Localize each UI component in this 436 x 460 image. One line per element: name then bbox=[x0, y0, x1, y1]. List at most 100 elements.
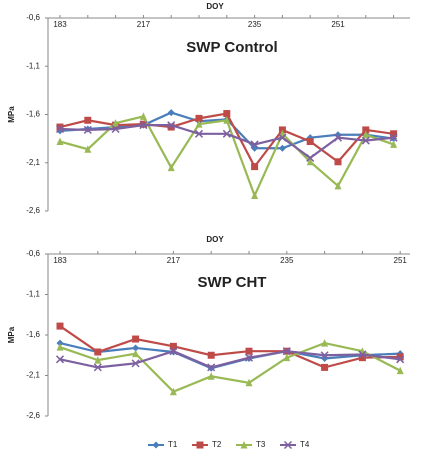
x-tick-label: 235 bbox=[248, 20, 262, 29]
marker bbox=[361, 136, 370, 145]
marker bbox=[390, 140, 398, 148]
marker bbox=[56, 339, 64, 347]
x-tick-label: 183 bbox=[53, 20, 67, 29]
marker bbox=[167, 109, 175, 117]
series bbox=[55, 347, 405, 372]
marker bbox=[167, 121, 176, 130]
series bbox=[55, 121, 398, 162]
marker bbox=[84, 116, 92, 124]
marker bbox=[207, 351, 215, 359]
marker bbox=[167, 123, 175, 131]
marker bbox=[278, 133, 287, 142]
y-tick-label: -0,6 bbox=[26, 249, 40, 258]
marker bbox=[362, 130, 370, 139]
x-tick-label: 217 bbox=[167, 256, 181, 265]
marker bbox=[283, 353, 291, 362]
marker bbox=[396, 366, 404, 375]
y-axis-label: MPa bbox=[7, 326, 16, 343]
marker bbox=[112, 119, 120, 127]
marker bbox=[56, 123, 64, 131]
marker bbox=[321, 363, 329, 371]
marker bbox=[321, 339, 329, 347]
marker bbox=[131, 359, 140, 368]
marker bbox=[250, 140, 259, 149]
x-tick-label: 217 bbox=[137, 20, 151, 29]
marker bbox=[55, 124, 65, 134]
y-tick-label: -1,1 bbox=[26, 290, 40, 299]
marker bbox=[223, 110, 231, 118]
marker bbox=[56, 322, 64, 330]
marker bbox=[222, 129, 231, 138]
marker bbox=[93, 363, 102, 372]
marker bbox=[306, 157, 314, 166]
marker bbox=[56, 343, 64, 351]
series-line bbox=[59, 124, 394, 160]
marker bbox=[389, 133, 398, 142]
marker bbox=[396, 353, 404, 361]
marker bbox=[278, 144, 286, 152]
y-tick-label: -2,1 bbox=[26, 371, 40, 380]
series-line bbox=[59, 350, 401, 369]
marker bbox=[283, 440, 293, 450]
marker bbox=[223, 116, 231, 124]
y-tick-label: -1,1 bbox=[26, 61, 40, 70]
chart-title: SWP CHT bbox=[198, 274, 267, 291]
marker bbox=[334, 181, 342, 190]
marker bbox=[132, 335, 140, 343]
marker bbox=[358, 350, 367, 359]
marker bbox=[245, 378, 253, 387]
legend-label: T4 bbox=[300, 440, 310, 449]
legend-label: T2 bbox=[212, 440, 222, 449]
marker bbox=[84, 145, 92, 153]
y-tick-label: -1,6 bbox=[26, 330, 40, 339]
y-axis-label: MPa bbox=[7, 106, 16, 123]
legend-label: T3 bbox=[256, 440, 266, 449]
marker bbox=[251, 191, 259, 200]
marker bbox=[132, 344, 140, 352]
marker bbox=[240, 441, 248, 449]
x-axis-label: DOY bbox=[206, 235, 224, 244]
y-tick-label: -2,6 bbox=[26, 411, 40, 420]
marker bbox=[306, 138, 314, 146]
x-tick-label: 251 bbox=[394, 256, 408, 265]
marker bbox=[282, 347, 291, 356]
marker bbox=[195, 120, 203, 128]
y-tick-label: -0,6 bbox=[26, 13, 40, 22]
marker bbox=[55, 355, 65, 364]
marker bbox=[195, 114, 203, 122]
marker bbox=[306, 153, 315, 162]
marker bbox=[334, 158, 342, 166]
x-tick-label: 183 bbox=[53, 256, 67, 265]
marker bbox=[196, 441, 204, 449]
marker bbox=[194, 129, 204, 138]
marker bbox=[169, 387, 177, 396]
series-line bbox=[59, 341, 401, 393]
marker bbox=[333, 133, 343, 142]
x-axis-label: DOY bbox=[206, 2, 224, 11]
marker bbox=[169, 342, 177, 350]
marker bbox=[362, 126, 370, 134]
marker bbox=[132, 349, 140, 358]
y-tick-label: -2,1 bbox=[26, 158, 40, 167]
marker bbox=[390, 130, 398, 138]
marker bbox=[94, 348, 102, 356]
marker bbox=[207, 372, 215, 380]
marker bbox=[320, 351, 329, 360]
marker bbox=[207, 363, 216, 372]
marker bbox=[139, 112, 147, 120]
marker bbox=[83, 125, 92, 134]
series-line bbox=[59, 325, 401, 369]
chart-title: SWP Control bbox=[186, 39, 277, 56]
marker bbox=[251, 163, 259, 171]
legend-label: T1 bbox=[168, 440, 178, 449]
marker bbox=[139, 121, 148, 130]
marker bbox=[56, 137, 64, 146]
marker bbox=[94, 356, 102, 364]
series bbox=[56, 112, 398, 200]
marker bbox=[111, 124, 120, 134]
marker bbox=[396, 355, 405, 364]
marker bbox=[244, 353, 254, 362]
x-tick-label: 251 bbox=[331, 20, 345, 29]
marker bbox=[358, 354, 366, 362]
